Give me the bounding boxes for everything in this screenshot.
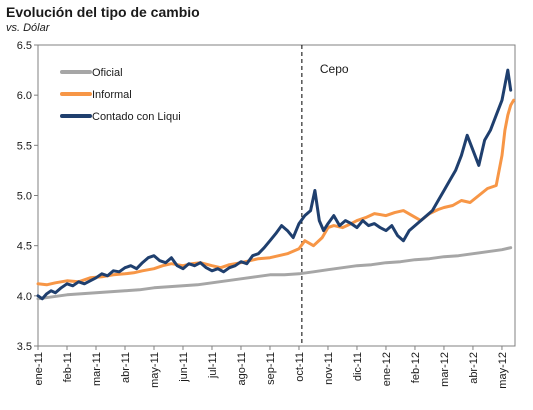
series-line-oficial [36,246,513,301]
x-tick-label: may-11 [149,352,161,388]
legend-label-informal: Informal [92,89,132,101]
x-tick-label: ene-11 [33,352,45,385]
series-line-informal [36,98,516,287]
x-tick-label: ago-11 [236,352,248,385]
x-tick-label: oct-11 [294,352,306,382]
cepo-label: Cepo [320,62,349,76]
chart-title: Evolución del tipo de cambio [6,4,200,20]
x-tick-label: jun-11 [178,352,190,383]
x-tick-label: nov-11 [323,352,335,385]
x-tick-label: mar-12 [439,352,451,387]
plot-area: 3.5 4.0 4.5 5.0 5.5 6.0 6.5 ene-11 feb-11 mar-11 a… [17,40,516,389]
x-tick-label: feb-12 [410,352,422,383]
chart-subtitle: vs. Dólar [6,22,50,34]
y-tick-label: 6.5 [17,40,32,52]
legend-label-oficial: Oficial [92,67,123,79]
legend-label-contado-con-liqui: Contado con Liqui [92,111,181,123]
x-tick-label: sep-11 [265,352,277,385]
x-tick-label: may-12 [497,352,509,389]
x-tick-label: feb-11 [62,352,74,382]
x-tick-label: jul-11 [207,352,219,379]
x-tick-label: abr-12 [468,352,480,384]
y-tick-label: 5.0 [17,191,32,203]
y-tick-label: 5.5 [17,140,32,152]
x-tick-label: abr-11 [120,352,132,383]
y-tick-label: 3.5 [17,341,32,353]
series-line-contado-con-liqui [36,68,513,301]
y-tick-label: 4.5 [17,241,32,253]
y-tick-label: 4.0 [17,291,32,303]
x-tick-label: mar-11 [91,352,103,386]
x-tick-label: ene-12 [381,352,393,386]
x-tick-label: dic-11 [352,352,364,381]
y-tick-label: 6.0 [17,90,32,102]
